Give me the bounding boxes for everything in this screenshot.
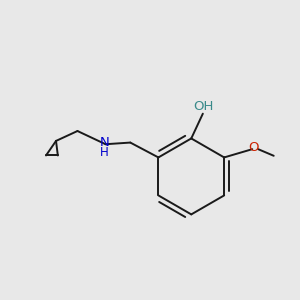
Text: OH: OH [193,100,213,113]
Text: N: N [100,136,110,149]
Text: H: H [100,146,109,159]
Text: O: O [249,141,259,154]
